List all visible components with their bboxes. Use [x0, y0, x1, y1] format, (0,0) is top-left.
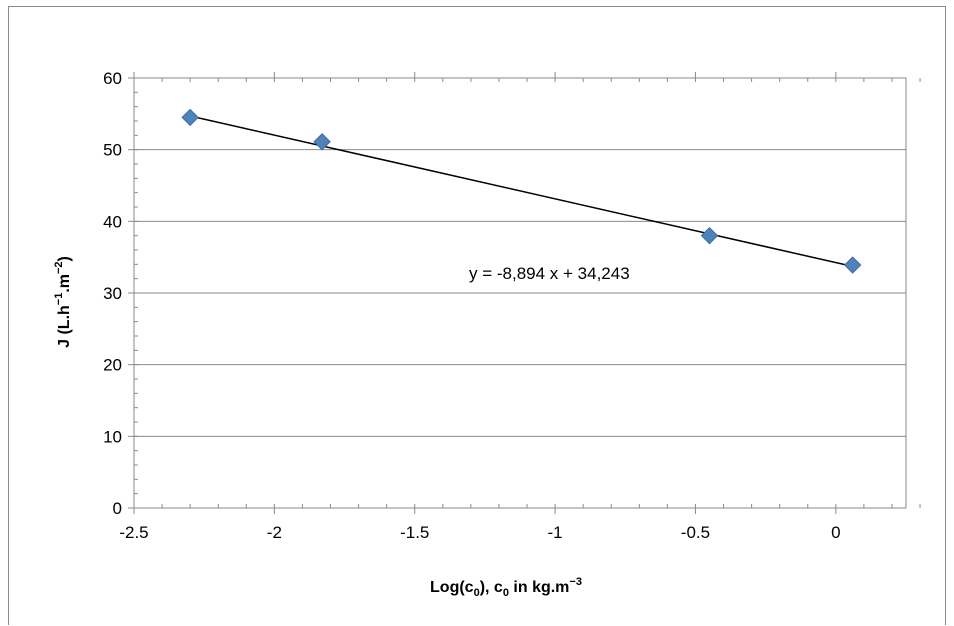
y-tick-label: 0 [113, 499, 122, 518]
gridlines [134, 77, 906, 437]
y-axis-title-part-c: ) [56, 256, 73, 261]
trendline [189, 115, 853, 268]
tick-labels: 0 10 20 30 40 50 60 -2.5 -2 -1.5 -1 -0.5 0 [103, 69, 840, 542]
y-tick-label: 40 [103, 212, 122, 231]
x-tick-label: -0.5 [681, 523, 710, 542]
data-points [181, 108, 862, 274]
y-tick-label: 60 [103, 69, 122, 88]
y-tick-label: 10 [103, 427, 122, 446]
data-point-diamond [313, 133, 331, 151]
data-point-diamond [700, 226, 719, 245]
y-axis-title-part-b: .m [56, 274, 73, 293]
y-axis-title-sup-b: −2 [53, 261, 65, 274]
x-axis-title-sup-c: −3 [569, 576, 582, 588]
axes [128, 72, 921, 514]
x-axis-title-part-a: Log(c [430, 579, 474, 596]
x-axis-title: Log(c0), c0 in kg.m−3 [430, 576, 582, 599]
x-axis-title-sub-b: 0 [503, 587, 509, 599]
x-axis-title-part-b: ), c [480, 579, 503, 596]
x-tick-label: -2.5 [119, 523, 148, 542]
y-tick-label: 50 [103, 141, 122, 160]
y-axis-title: J (L.h−1.m−2) [53, 256, 73, 348]
trendline-group [189, 115, 853, 268]
data-point-diamond [181, 108, 199, 127]
x-tick-label: 0 [831, 523, 840, 542]
chart-labels: y = -8,894 x + 34,243 Log(c0), c0 in kg.… [53, 256, 630, 599]
y-axis-title-part-a: J (L.h [56, 305, 73, 348]
y-tick-label: 30 [103, 284, 122, 303]
x-tick-label: -2 [267, 523, 282, 542]
trendline-equation: y = -8,894 x + 34,243 [469, 264, 630, 283]
x-tick-label: -1.5 [400, 523, 429, 542]
x-axis-title-sub-a: 0 [474, 587, 480, 599]
x-axis-title-part-c: in kg.m [509, 579, 569, 596]
x-tick-label: -1 [548, 523, 563, 542]
y-axis-title-sup-a: −1 [53, 293, 65, 306]
data-point-diamond [843, 256, 862, 274]
chart-svg: 0 10 20 30 40 50 60 -2.5 -2 -1.5 -1 -0.5 0 y = -8,89… [53, 69, 921, 599]
chart-area: 0 10 20 30 40 50 60 -2.5 -2 -1.5 -1 -0.5 0 y = -8,89… [8, 6, 946, 625]
y-tick-label: 20 [103, 356, 122, 375]
